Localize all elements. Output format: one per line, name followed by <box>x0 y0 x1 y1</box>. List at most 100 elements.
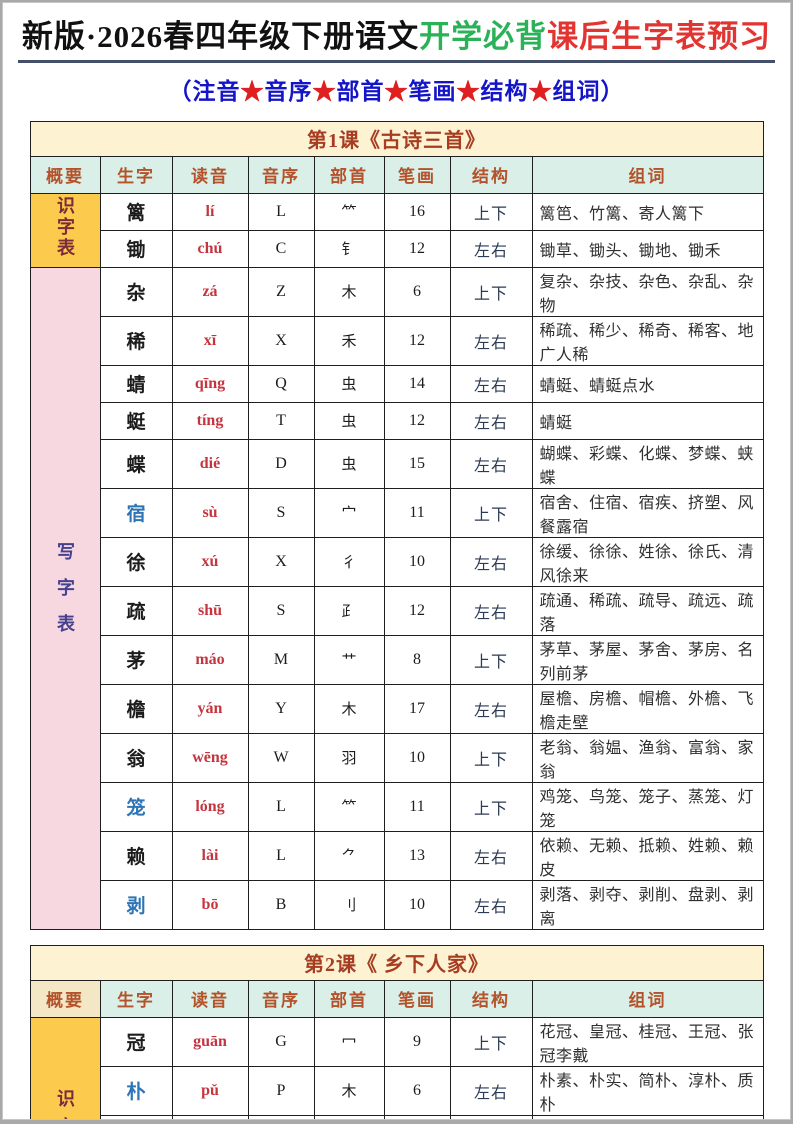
initial-letter-cell: S <box>247 487 315 538</box>
words-cell: 疏通、稀疏、疏导、疏远、疏落 <box>531 585 764 636</box>
table-row: 锄 chú C 钅 12 左右 锄草、锄头、锄地、锄禾 <box>30 229 764 268</box>
words-cell: 徐缓、徐徐、姓徐、徐氏、清风徐来 <box>531 536 764 587</box>
words-cell: 朴素、朴实、简朴、淳朴、质朴 <box>531 1065 764 1116</box>
pinyin-cell: dié <box>171 438 249 489</box>
pinyin-cell: tíng <box>171 401 249 440</box>
subtitle-segment: （注音 <box>168 78 241 104</box>
column-header: 笔画 <box>383 979 451 1018</box>
stroke-count-cell: 14 <box>383 364 451 403</box>
group-label-text: 写字表 <box>55 541 75 650</box>
radical-cell: 木 <box>313 683 385 734</box>
initial-letter-cell: Y <box>247 683 315 734</box>
structure-cell: 上下 <box>449 634 533 685</box>
table-row: 写字表杂 zá Z 木 6 上下 复杂、杂技、杂色、杂乱、杂物 <box>29 266 764 930</box>
radical-cell: 虫 <box>313 438 385 489</box>
initial-letter-cell: L <box>247 830 315 881</box>
radical-cell: 宀 <box>313 487 385 538</box>
subtitle-segment: 音序 <box>264 78 313 104</box>
character-cell: 檐 <box>99 683 173 734</box>
words-cell: 复杂、杂技、杂色、杂乱、杂物 <box>531 266 764 317</box>
table-row: 稀 xī X 禾 12 左右 稀疏、稀少、稀奇、稀客、地广人稀 <box>30 315 764 366</box>
radical-cell: 刂 <box>313 879 385 930</box>
pinyin-cell: lí <box>171 192 249 231</box>
character-cell: 翁 <box>99 732 173 783</box>
stroke-count-cell: 8 <box>383 634 451 685</box>
stroke-count-cell: 12 <box>383 401 451 440</box>
lesson-title-bar: 第2课《 乡下人家》 <box>29 944 764 981</box>
radical-cell: 禾 <box>313 315 385 366</box>
stroke-count-cell: 12 <box>383 229 451 268</box>
character-cell: 宿 <box>99 487 173 538</box>
stroke-count-cell: 17 <box>383 683 451 734</box>
stroke-count-cell: 10 <box>383 879 451 930</box>
page-title: 新版·2026春四年级下册语文开学必背课后生字表预习 <box>17 19 776 63</box>
column-header: 结构 <box>449 979 533 1018</box>
character-cell: 冠 <box>99 1016 173 1067</box>
radical-cell: 木 <box>313 1065 385 1116</box>
column-header-row: 概要 生字 读音 音序 部首 笔画 结构 组词 <box>29 979 764 1018</box>
table-row: 素sùS糸10上下素净、素质、素描、元素、素雅 <box>30 1114 764 1119</box>
pinyin-cell: sù <box>171 487 249 538</box>
group-label-text: 识字表 <box>55 196 75 260</box>
vocab-table-lesson-1: 第1课《古诗三首》 概要 生字 读音 音序 部首 笔画 结构 组词 识字表篱 lí L ⺮ 16 上下 篱笆、… <box>29 120 764 930</box>
character-cell: 茅 <box>99 634 173 685</box>
group-label-text: 识字表 <box>55 1089 75 1119</box>
table-row: 剥 bō B 刂 10 左右 剥落、剥夺、剥削、盘剥、剥离 <box>30 879 764 930</box>
character-cell: 杂 <box>99 266 173 317</box>
words-cell: 鸡笼、鸟笼、笼子、蒸笼、灯笼 <box>531 781 764 832</box>
radical-cell: 羽 <box>313 732 385 783</box>
subtitle-segment: 组词） <box>552 78 625 104</box>
structure-cell: 上下 <box>449 1114 533 1119</box>
initial-letter-cell: L <box>247 781 315 832</box>
table-row: 赖 lài L ⺈ 13 左右 依赖、无赖、抵赖、姓赖、赖皮 <box>30 830 764 881</box>
initial-letter-cell: W <box>247 732 315 783</box>
radical-cell: ⺮ <box>313 192 385 231</box>
table-row: 蜻 qīng Q 虫 14 左右 蜻蜓、蜻蜓点水 <box>30 364 764 403</box>
initial-letter-cell: C <box>247 229 315 268</box>
structure-cell: 左右 <box>449 879 533 930</box>
radical-cell: 冖 <box>313 1016 385 1067</box>
stroke-count-cell: 15 <box>383 438 451 489</box>
structure-cell: 左右 <box>449 315 533 366</box>
summary-group-cell: 识字表 <box>29 192 101 268</box>
stroke-count-cell: 16 <box>383 192 451 231</box>
words-cell: 剥落、剥夺、剥削、盘剥、剥离 <box>531 879 764 930</box>
table-row: 朴 pǔ P 木 6 左右 朴素、朴实、简朴、淳朴、质朴 <box>30 1065 764 1116</box>
structure-cell: 左右 <box>449 1065 533 1116</box>
stroke-count-cell: 11 <box>383 781 451 832</box>
vocab-table-lesson-2: 第2课《 乡下人家》概要生字读音音序部首笔画结构组词识字表冠guānG冖9上下花… <box>29 944 764 1119</box>
table-row: 翁 wēng W 羽 10 上下 老翁、翁媪、渔翁、富翁、家翁 <box>30 732 764 783</box>
character-cell: 朴 <box>99 1065 173 1116</box>
pinyin-cell: wēng <box>171 732 249 783</box>
summary-group-cell: 写字表 <box>29 266 101 930</box>
words-cell: 花冠、皇冠、桂冠、王冠、张冠李戴 <box>531 1016 764 1067</box>
character-cell: 素 <box>99 1114 173 1119</box>
structure-cell: 左右 <box>449 364 533 403</box>
column-header: 部首 <box>313 979 385 1018</box>
pinyin-cell: shū <box>171 585 249 636</box>
structure-cell: 上下 <box>449 1016 533 1067</box>
pinyin-cell: xī <box>171 315 249 366</box>
pinyin-cell: lài <box>171 830 249 881</box>
character-cell: 蜻 <box>99 364 173 403</box>
stroke-count-cell: 11 <box>383 487 451 538</box>
radical-cell: ⺪ <box>313 585 385 636</box>
subtitle-segment: 部首 <box>336 78 385 104</box>
pinyin-cell: xú <box>171 536 249 587</box>
column-header: 笔画 <box>383 155 451 194</box>
radical-cell: ⺈ <box>313 830 385 881</box>
column-header: 结构 <box>449 155 533 194</box>
words-cell: 蜻蜓 <box>531 401 764 440</box>
stroke-count-cell: 6 <box>383 1065 451 1116</box>
initial-letter-cell: S <box>247 585 315 636</box>
stroke-count-cell: 13 <box>383 830 451 881</box>
column-header: 生字 <box>99 979 173 1018</box>
column-header: 组词 <box>531 155 764 194</box>
stroke-count-cell: 10 <box>383 732 451 783</box>
column-header: 概要 <box>29 979 101 1018</box>
words-cell: 茅草、茅屋、茅舍、茅房、名列前茅 <box>531 634 764 685</box>
character-cell: 锄 <box>99 229 173 268</box>
column-header: 概要 <box>29 155 101 194</box>
radical-cell: 糸 <box>313 1114 385 1119</box>
